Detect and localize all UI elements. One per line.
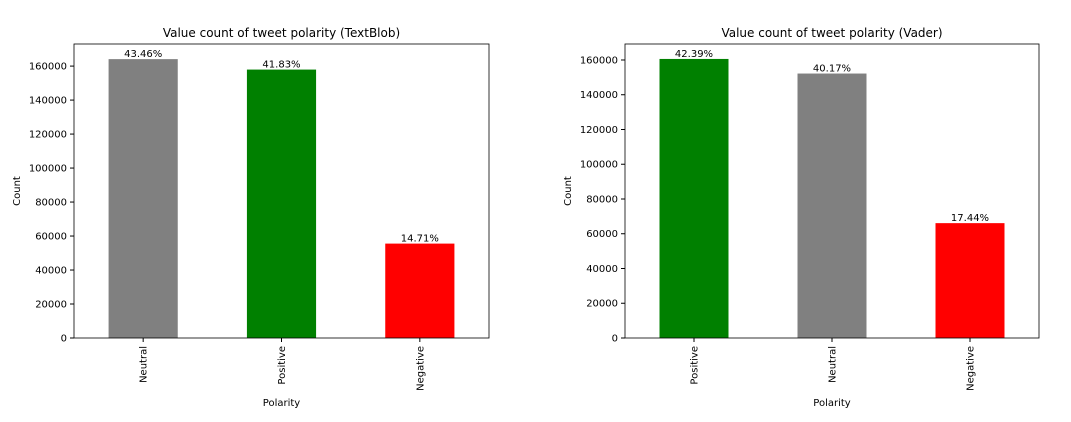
y-axis-label: Count <box>563 176 574 206</box>
y-tick-label: 100000 <box>29 164 67 175</box>
x-tick-label: Positive <box>690 346 701 385</box>
y-tick-label: 20000 <box>586 299 618 310</box>
y-tick-label: 60000 <box>586 229 618 240</box>
y-tick-label: 80000 <box>35 198 67 209</box>
x-tick-label: Positive <box>277 346 288 385</box>
y-tick-label: 20000 <box>35 300 67 311</box>
y-tick-label: 40000 <box>35 266 67 277</box>
y-tick-label: 160000 <box>580 55 618 66</box>
y-tick-label: 0 <box>612 334 618 345</box>
y-tick-label: 80000 <box>586 194 618 205</box>
bar-label: 17.44% <box>951 213 989 224</box>
x-tick-label: Neutral <box>139 346 150 383</box>
plot-frame <box>624 43 1040 339</box>
x-tick-label: Negative <box>415 346 426 391</box>
bar <box>108 59 178 339</box>
bar <box>385 243 455 338</box>
bar-label: 42.39% <box>675 49 713 60</box>
bar <box>659 58 729 338</box>
chart-title: Value count of tweet polarity (Vader) <box>721 26 942 40</box>
x-axis-label: Polarity <box>263 398 301 409</box>
x-axis-label: Polarity <box>813 398 851 409</box>
bar <box>935 223 1005 338</box>
y-tick-label: 160000 <box>29 62 67 73</box>
bar-label: 14.71% <box>401 234 439 245</box>
bar <box>246 69 317 339</box>
bar-label: 40.17% <box>813 64 851 75</box>
bar <box>797 73 867 339</box>
y-tick-label: 120000 <box>580 125 618 136</box>
y-tick-label: 100000 <box>580 160 618 171</box>
y-axis-label: Count <box>12 176 23 206</box>
x-tick-label: Neutral <box>828 346 839 383</box>
bar-label: 43.46% <box>124 49 162 60</box>
plot-frame <box>73 43 490 339</box>
y-tick-label: 60000 <box>35 232 67 243</box>
y-tick-label: 40000 <box>586 264 618 275</box>
y-tick-label: 140000 <box>29 96 67 107</box>
y-tick-label: 120000 <box>29 130 67 141</box>
chart-title: Value count of tweet polarity (TextBlob) <box>163 26 400 40</box>
y-tick-label: 140000 <box>580 90 618 101</box>
x-tick-label: Negative <box>966 346 977 391</box>
y-tick-label: 0 <box>61 334 67 345</box>
bar-label: 41.83% <box>262 60 300 71</box>
